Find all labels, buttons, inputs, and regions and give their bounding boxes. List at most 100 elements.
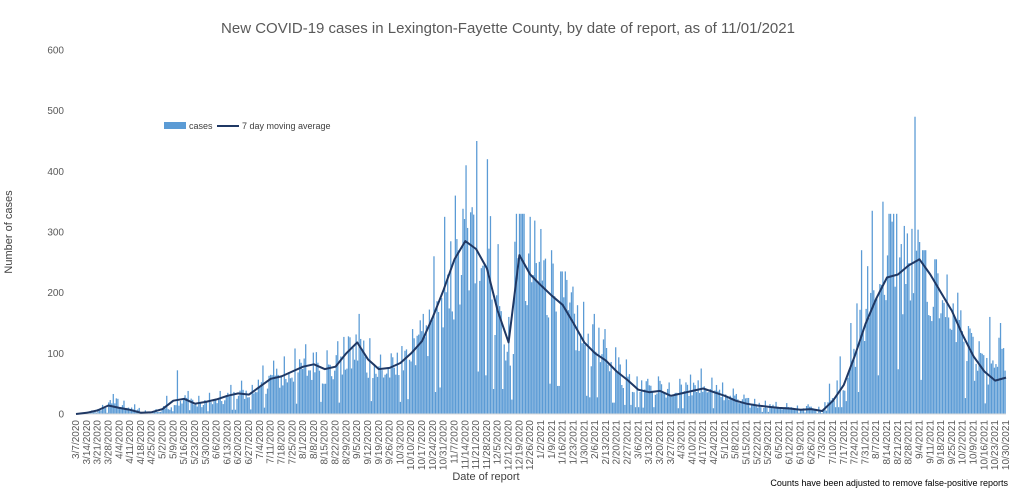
x-tick-label: 10/10/2020: [406, 420, 417, 470]
case-bar: [725, 394, 727, 414]
case-bar: [105, 408, 107, 414]
case-bar: [402, 370, 405, 414]
case-bar: [563, 297, 565, 414]
case-bar: [442, 327, 444, 414]
legend-cases-swatch: [164, 122, 186, 129]
case-bar: [476, 141, 478, 414]
x-tick-label: 8/7/2021: [871, 420, 882, 459]
x-tick-label: 1/9/2021: [547, 420, 558, 459]
case-bar: [425, 325, 427, 414]
case-bar: [251, 384, 253, 414]
case-bar: [286, 382, 289, 414]
x-tick-label: 7/4/2020: [255, 420, 266, 459]
case-bar: [993, 367, 996, 414]
case-bar: [749, 407, 751, 414]
case-bar: [376, 376, 379, 414]
x-tick-label: 1/23/2021: [568, 420, 579, 465]
x-tick-label: 10/24/2020: [428, 420, 439, 470]
case-bar: [320, 401, 322, 414]
case-bar: [925, 250, 927, 414]
case-bar: [799, 408, 802, 414]
case-bar: [847, 377, 849, 414]
case-bar: [94, 411, 96, 414]
x-tick-label: 5/2/2020: [158, 420, 169, 459]
case-bar: [361, 348, 363, 414]
case-bar: [740, 402, 742, 414]
case-bar: [390, 353, 392, 414]
case-bar: [789, 407, 791, 414]
case-bar: [440, 298, 443, 414]
case-bar: [728, 399, 730, 414]
case-bar: [109, 400, 111, 414]
x-tick-label: 5/9/2020: [168, 420, 179, 459]
case-bar: [292, 381, 295, 414]
case-bar: [185, 397, 188, 414]
case-bar: [980, 352, 982, 414]
case-bar: [488, 248, 490, 414]
case-bar: [599, 362, 602, 414]
case-bar: [766, 407, 768, 414]
x-tick-label: 3/21/2020: [93, 420, 104, 465]
x-tick-label: 10/31/2020: [439, 420, 450, 470]
case-bar: [396, 352, 398, 414]
case-bar: [976, 370, 979, 414]
case-bar: [812, 408, 814, 414]
case-bar: [610, 361, 612, 414]
case-bar: [424, 337, 426, 414]
case-bar: [639, 391, 641, 414]
case-bar: [508, 316, 510, 414]
case-bar: [192, 399, 194, 414]
case-bar: [653, 407, 655, 414]
case-bar: [153, 411, 156, 414]
case-bar: [793, 408, 796, 414]
case-bar: [984, 403, 986, 414]
case-bar: [841, 407, 843, 414]
case-bar: [503, 344, 505, 414]
case-bar: [804, 412, 806, 414]
case-bar: [271, 375, 273, 414]
x-tick-label: 5/8/2021: [731, 420, 742, 459]
case-bar: [729, 395, 731, 414]
x-tick-label: 4/11/2020: [125, 420, 136, 464]
case-bar: [115, 398, 117, 414]
case-bar: [1002, 348, 1005, 414]
case-bar: [886, 255, 889, 414]
case-bar: [195, 404, 197, 414]
case-bar: [211, 404, 214, 414]
case-bar: [398, 375, 400, 414]
case-bar: [940, 313, 942, 414]
case-bar: [176, 370, 179, 414]
case-bar: [456, 239, 458, 414]
case-bar: [448, 308, 450, 414]
case-bar: [760, 407, 762, 414]
case-bar: [462, 208, 464, 414]
x-tick-label: 11/7/2020: [449, 420, 460, 464]
case-bar: [410, 361, 412, 414]
case-bar: [228, 396, 230, 414]
case-bar: [460, 274, 463, 414]
case-bar: [871, 210, 873, 414]
case-bar: [656, 393, 658, 414]
case-bar: [366, 372, 368, 414]
case-bar: [680, 384, 683, 414]
case-bar: [618, 357, 620, 414]
case-bar: [471, 207, 473, 414]
case-bar: [688, 396, 690, 414]
case-bar: [992, 360, 994, 414]
case-bar: [831, 398, 834, 414]
case-bar: [314, 372, 316, 414]
case-bar: [428, 309, 431, 414]
case-bar: [819, 411, 821, 414]
case-bar: [833, 400, 835, 414]
case-bar: [900, 244, 902, 414]
case-bar: [918, 242, 921, 414]
x-tick-label: 4/24/2021: [709, 420, 720, 465]
case-bar: [670, 396, 672, 414]
case-bar: [341, 374, 343, 414]
case-bar: [703, 386, 705, 414]
x-tick-label: 12/19/2020: [514, 420, 525, 470]
case-bar: [528, 253, 530, 414]
case-bar: [112, 393, 114, 414]
case-bar: [743, 394, 745, 414]
case-bar: [726, 397, 728, 414]
